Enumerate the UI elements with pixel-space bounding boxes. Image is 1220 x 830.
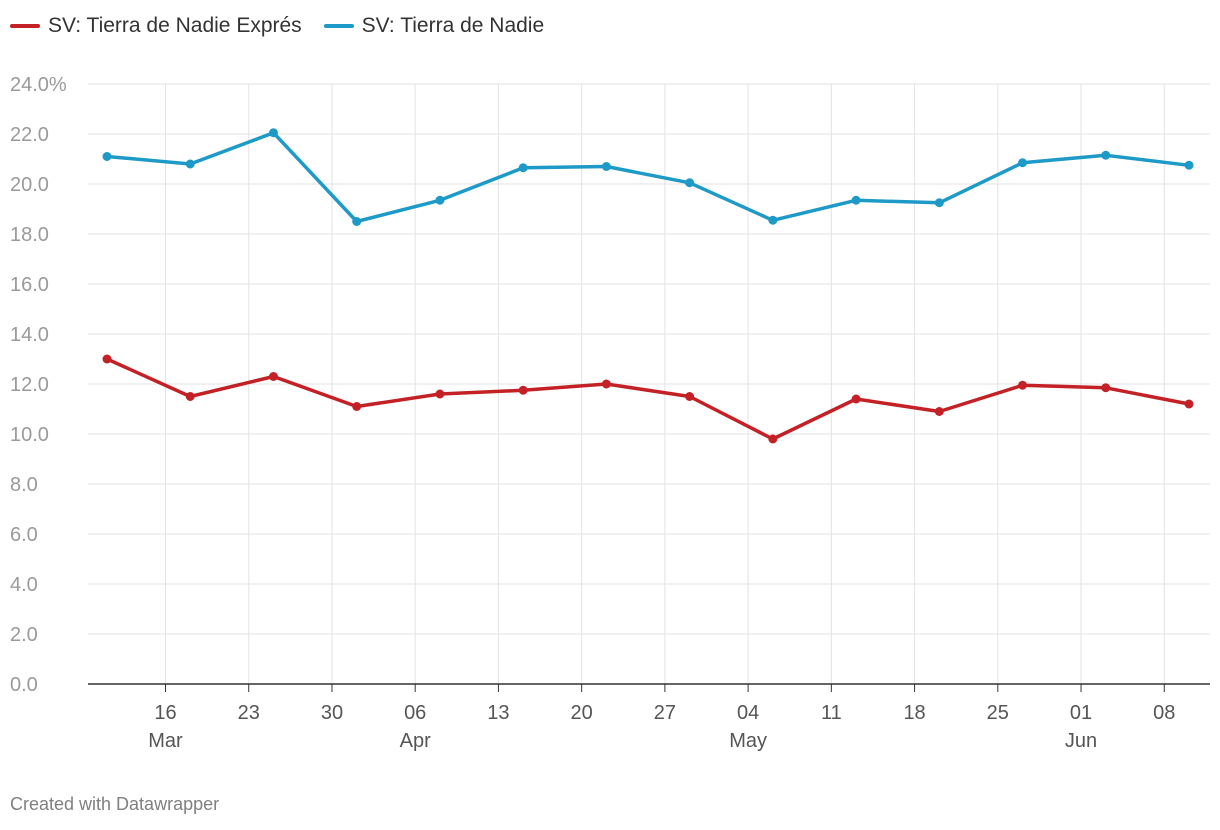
x-tick-label: 23 <box>238 702 260 724</box>
data-point-0 <box>768 434 778 444</box>
data-point-1 <box>102 152 112 161</box>
y-tick-label: 0.0 <box>10 674 38 696</box>
data-point-0 <box>435 389 445 399</box>
y-tick-label: 12.0 <box>10 374 49 396</box>
series-line-0 <box>105 357 1191 441</box>
data-point-1 <box>685 178 695 188</box>
legend-label-tierra: SV: Tierra de Nadie <box>361 14 545 37</box>
data-point-1 <box>1101 150 1111 160</box>
legend-swatch-express <box>10 24 40 28</box>
x-tick-label: 13 <box>487 702 509 724</box>
y-tick-label: 8.0 <box>10 474 38 496</box>
legend-label-express: SV: Tierra de Nadie Exprés <box>48 14 302 37</box>
x-tick-month-label: Apr <box>400 730 431 752</box>
x-tick-label: 11 <box>821 702 842 724</box>
x-tick-label: 01 <box>1070 702 1092 724</box>
y-tick-label: 10.0 <box>10 424 49 446</box>
y-tick-label: 22.0 <box>10 124 49 146</box>
y-tick-label: 24.0% <box>10 74 67 96</box>
data-point-1 <box>768 215 778 225</box>
data-point-1 <box>601 162 611 171</box>
data-point-0 <box>685 392 695 401</box>
legend-item-express[interactable]: SV: Tierra de Nadie Exprés <box>10 14 302 38</box>
data-point-1 <box>1018 158 1028 168</box>
y-tick-label: 20.0 <box>10 174 49 196</box>
x-tick-label: 16 <box>154 702 176 724</box>
legend-swatch-tierra <box>323 24 354 28</box>
x-tick-label: 18 <box>903 702 925 724</box>
data-point-0 <box>352 402 362 411</box>
data-point-1 <box>518 163 528 173</box>
x-tick-label: 30 <box>321 702 343 724</box>
data-point-1 <box>1184 160 1194 170</box>
x-tick-label: 08 <box>1153 702 1175 724</box>
data-point-0 <box>601 379 611 389</box>
data-point-1 <box>352 217 362 226</box>
data-point-0 <box>185 392 195 401</box>
data-point-1 <box>268 128 278 138</box>
data-point-0 <box>1018 380 1028 390</box>
y-tick-label: 16.0 <box>10 274 49 296</box>
series-line-1 <box>105 131 1191 224</box>
data-point-0 <box>1184 399 1194 409</box>
line-chart: 24.0% 22.0 20.0 18.0 16.0 14.0 12.0 10.0 8.0 6.0 4… <box>10 74 1210 752</box>
legend: SV: Tierra de Nadie Exprés SV: Tierra de… <box>10 14 566 38</box>
x-tick-label: 06 <box>404 702 426 724</box>
x-tick-month-label: Mar <box>148 730 183 752</box>
y-tick-label: 18.0 <box>10 224 49 246</box>
data-point-0 <box>1101 383 1111 393</box>
y-tick-label: 4.0 <box>10 574 38 596</box>
credit-footer: Created with Datawrapper <box>10 794 220 814</box>
data-point-0 <box>102 354 112 364</box>
x-tick-month-label: May <box>729 730 767 752</box>
x-tick-label: 04 <box>737 702 759 724</box>
y-tick-label: 6.0 <box>10 524 38 546</box>
y-tick-label: 14.0 <box>10 324 49 346</box>
data-point-1 <box>851 195 861 205</box>
data-point-1 <box>185 159 195 169</box>
data-point-0 <box>934 407 944 416</box>
data-point-1 <box>435 195 445 205</box>
legend-item-tierra[interactable]: SV: Tierra de Nadie <box>323 14 545 38</box>
x-tick-label: 27 <box>654 702 676 724</box>
data-point-0 <box>268 372 278 381</box>
x-tick-label: 25 <box>987 702 1009 724</box>
data-point-0 <box>518 385 528 395</box>
y-tick-label: 2.0 <box>10 624 38 646</box>
data-point-1 <box>934 198 944 208</box>
x-tick-month-label: Jun <box>1065 730 1097 752</box>
data-point-0 <box>851 394 861 404</box>
x-tick-label: 20 <box>571 702 593 724</box>
